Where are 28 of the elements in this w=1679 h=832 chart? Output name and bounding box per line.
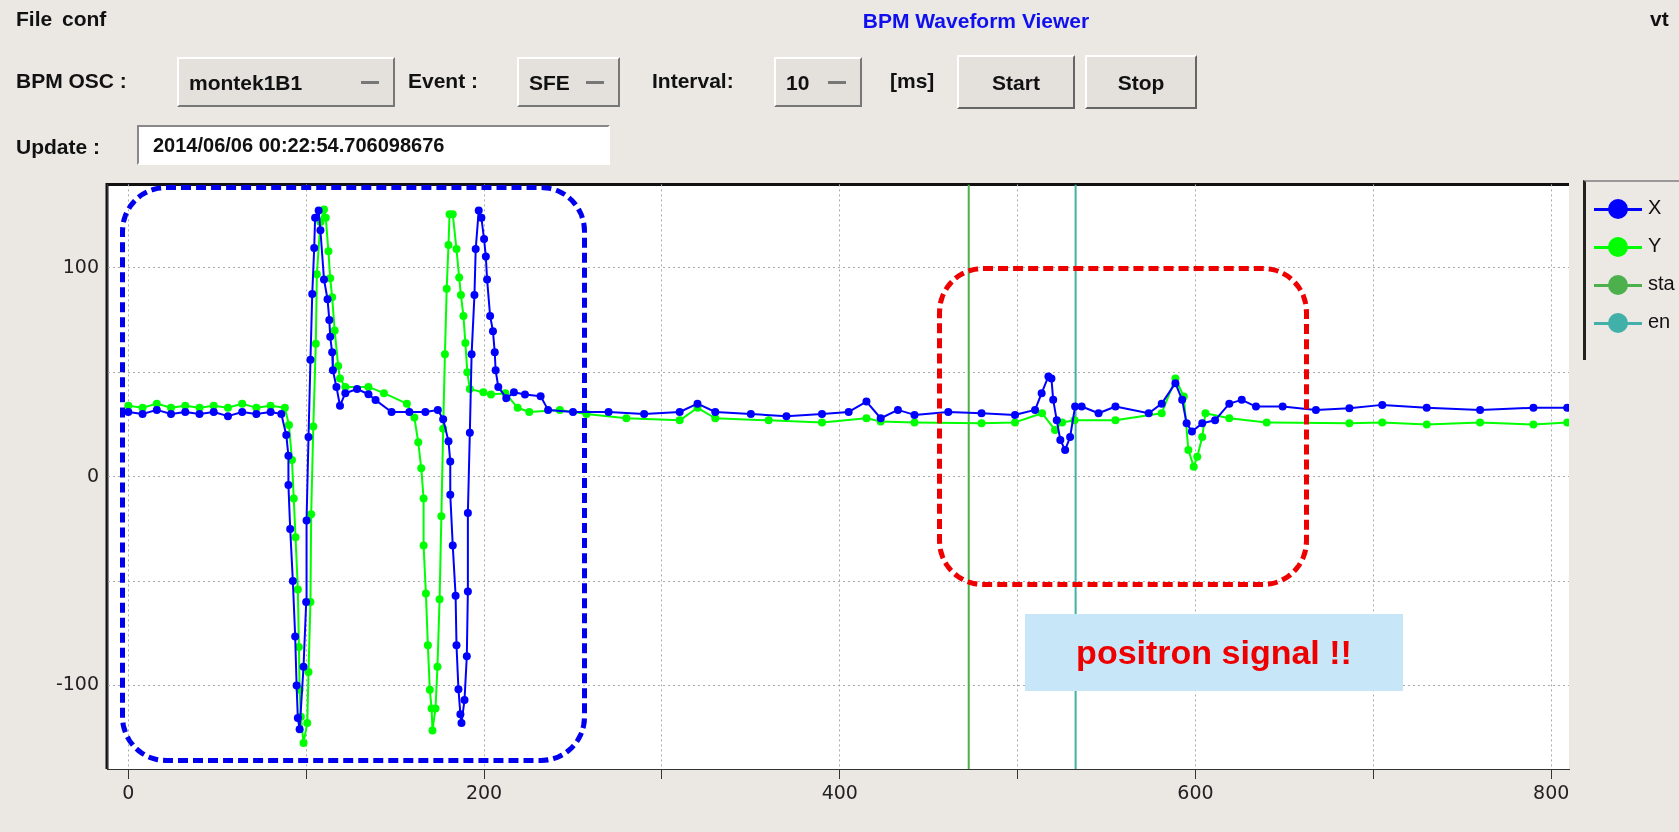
text: BPM OSC : xyxy=(16,69,127,92)
x-tick-label: 800 xyxy=(1533,781,1570,804)
y-tick-label: -100 xyxy=(55,672,99,695)
text: 10 xyxy=(786,70,810,94)
text: SFE xyxy=(529,70,570,94)
text: montek1B1 xyxy=(189,70,303,94)
text: conf xyxy=(62,7,107,30)
y-tick-label: 100 xyxy=(62,254,99,277)
text: vt xyxy=(1650,7,1669,30)
legend-label: sta xyxy=(1648,272,1675,294)
annotation: positron signal !! xyxy=(1025,614,1403,691)
text: Start xyxy=(991,70,1041,94)
x-tick-label: 0 xyxy=(122,781,135,804)
text: [ms] xyxy=(890,69,935,92)
text: Event : xyxy=(408,69,479,92)
legend-label: X xyxy=(1648,196,1662,218)
x-tick-label: 400 xyxy=(821,781,858,804)
x-tick-label: 200 xyxy=(465,781,503,804)
legend-label: en xyxy=(1648,310,1671,332)
text: Interval: xyxy=(652,69,734,92)
text: File xyxy=(16,7,53,30)
x-tick-label: 600 xyxy=(1177,781,1214,804)
y-tick-label: 0 xyxy=(86,463,99,486)
text: Update : xyxy=(16,135,100,158)
chart-title: BPM Waveform Viewer xyxy=(862,9,1090,32)
text: Stop xyxy=(1116,70,1166,94)
legend-label: Y xyxy=(1648,234,1662,256)
text: 2014/06/06 00:22:54.706098676 xyxy=(153,133,445,156)
